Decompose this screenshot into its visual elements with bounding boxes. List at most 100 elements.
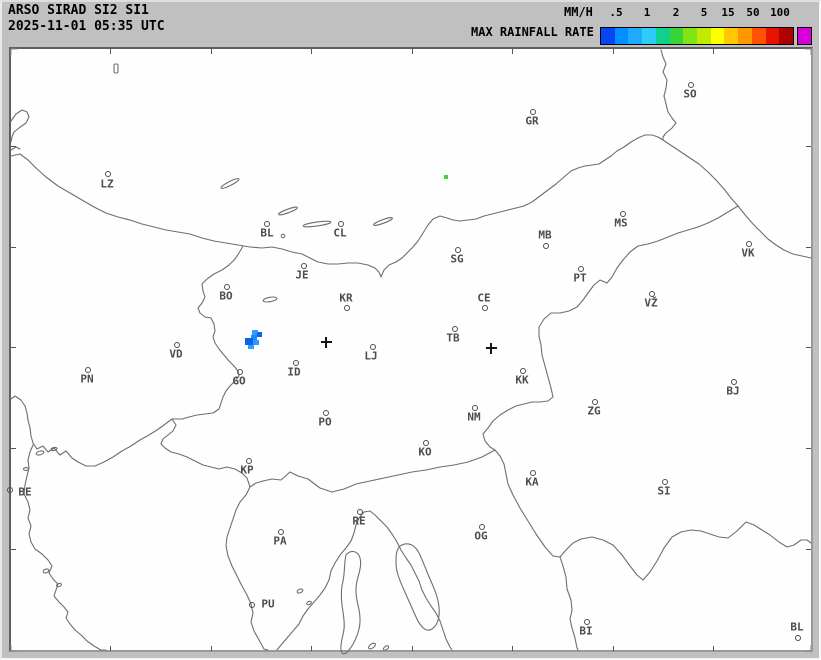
scale-segment-13 [765, 28, 780, 44]
scale-segment-14 [779, 28, 794, 44]
station-marker-vd [174, 342, 180, 348]
station-label-ms: MS [614, 216, 628, 230]
map-tick-left [11, 448, 16, 449]
scale-segment-10 [724, 28, 739, 44]
map-tick-bottom [512, 646, 513, 651]
station-marker-zg [592, 399, 598, 405]
rainfall-color-scale [600, 27, 794, 45]
station-label-pa: PA [273, 534, 287, 548]
station-marker-sg [455, 247, 461, 253]
station-marker-tb [452, 326, 458, 332]
map-tick-top [713, 49, 714, 54]
station-label-bj: BJ [726, 384, 740, 398]
station-marker-si [662, 479, 668, 485]
scale-segment-1 [601, 28, 615, 44]
station-label-re: RE [352, 514, 366, 528]
station-label-pu: PU [261, 597, 275, 611]
map-tick-right [806, 549, 811, 550]
station-marker-pn [85, 367, 91, 373]
station-marker-vž [649, 291, 655, 297]
scale-segment-6 [669, 28, 684, 44]
station-label-lj: LJ [364, 349, 378, 363]
map-tick-bottom [110, 646, 111, 651]
station-marker-gr [530, 109, 536, 115]
station-label-so: SO [683, 87, 697, 101]
station-label-vd: VD [169, 347, 183, 361]
station-marker-ms [620, 211, 626, 217]
station-marker-id [293, 360, 299, 366]
radar-product-title: ARSO SIRAD SI2 SI1 [8, 3, 149, 18]
map-tick-top [110, 49, 111, 54]
station-marker-go [237, 369, 243, 375]
station-label-tb: TB [446, 331, 460, 345]
station-label-mb: MB [538, 228, 552, 242]
scale-segment-5 [655, 28, 670, 44]
station-marker-lz [105, 171, 111, 177]
station-marker-je [301, 263, 307, 269]
radar-echo-cell [245, 338, 253, 345]
station-label-bi: BI [579, 624, 593, 638]
map-tick-bottom [412, 646, 413, 651]
station-marker-nm [472, 405, 478, 411]
station-marker-re [357, 509, 363, 515]
map-tick-right [806, 146, 811, 147]
station-label-sg: SG [450, 252, 464, 266]
station-marker-cl [338, 221, 344, 227]
map-tick-left [11, 347, 16, 348]
map-tick-right [806, 347, 811, 348]
station-marker-bj [731, 379, 737, 385]
station-marker-so [688, 82, 694, 88]
map-tick-top [512, 49, 513, 54]
station-marker-og [479, 524, 485, 530]
radar-echo-cell [251, 335, 257, 340]
station-marker-bl [264, 221, 270, 227]
station-marker-bo [224, 284, 230, 290]
station-label-be: BE [18, 485, 32, 499]
station-label-nm: NM [467, 410, 481, 424]
station-marker-vk [746, 241, 752, 247]
map-tick-top [412, 49, 413, 54]
map-tick-top [613, 49, 614, 54]
legend-tick-100: 100 [770, 6, 790, 19]
map-tick-left [11, 549, 16, 550]
radar-echo-cell [252, 330, 258, 335]
map-tick-bottom [211, 646, 212, 651]
station-label-pt: PT [573, 271, 587, 285]
map-tick-bottom [311, 646, 312, 651]
station-marker-pt [578, 266, 584, 272]
station-marker-bi [584, 619, 590, 625]
scale-segment-8 [697, 28, 711, 44]
map-tick-bottom [713, 646, 714, 651]
station-label-gr: GR [525, 114, 539, 128]
station-marker-ce [482, 305, 488, 311]
station-label-bl: BL [790, 620, 804, 634]
scale-segment-2 [614, 28, 629, 44]
scale-segment-4 [642, 28, 656, 44]
station-label-id: ID [287, 365, 301, 379]
station-label-vk: VK [741, 246, 755, 260]
radar-echo-cell [257, 332, 262, 337]
station-marker-po [323, 410, 329, 416]
radar-echo-cell [444, 175, 448, 179]
station-marker-pa [278, 529, 284, 535]
station-label-cl: CL [333, 226, 347, 240]
station-marker-kr [344, 305, 350, 311]
legend-tick-1: 1 [643, 6, 651, 19]
station-label-ka: KA [525, 475, 539, 489]
station-marker-kk [520, 368, 526, 374]
scale-segment-12 [751, 28, 766, 44]
legend-unit-label: MM/H [564, 5, 593, 19]
scale-segment-11 [738, 28, 752, 44]
map-tick-right [806, 247, 811, 248]
map-tick-top [211, 49, 212, 54]
station-label-zg: ZG [587, 404, 601, 418]
radar-site-cross [325, 337, 327, 348]
station-marker-ka [530, 470, 536, 476]
station-label-bl: BL [260, 226, 274, 240]
station-label-si: SI [657, 484, 671, 498]
station-marker-be [7, 487, 13, 493]
station-marker-ko [423, 440, 429, 446]
station-marker-kp [246, 458, 252, 464]
